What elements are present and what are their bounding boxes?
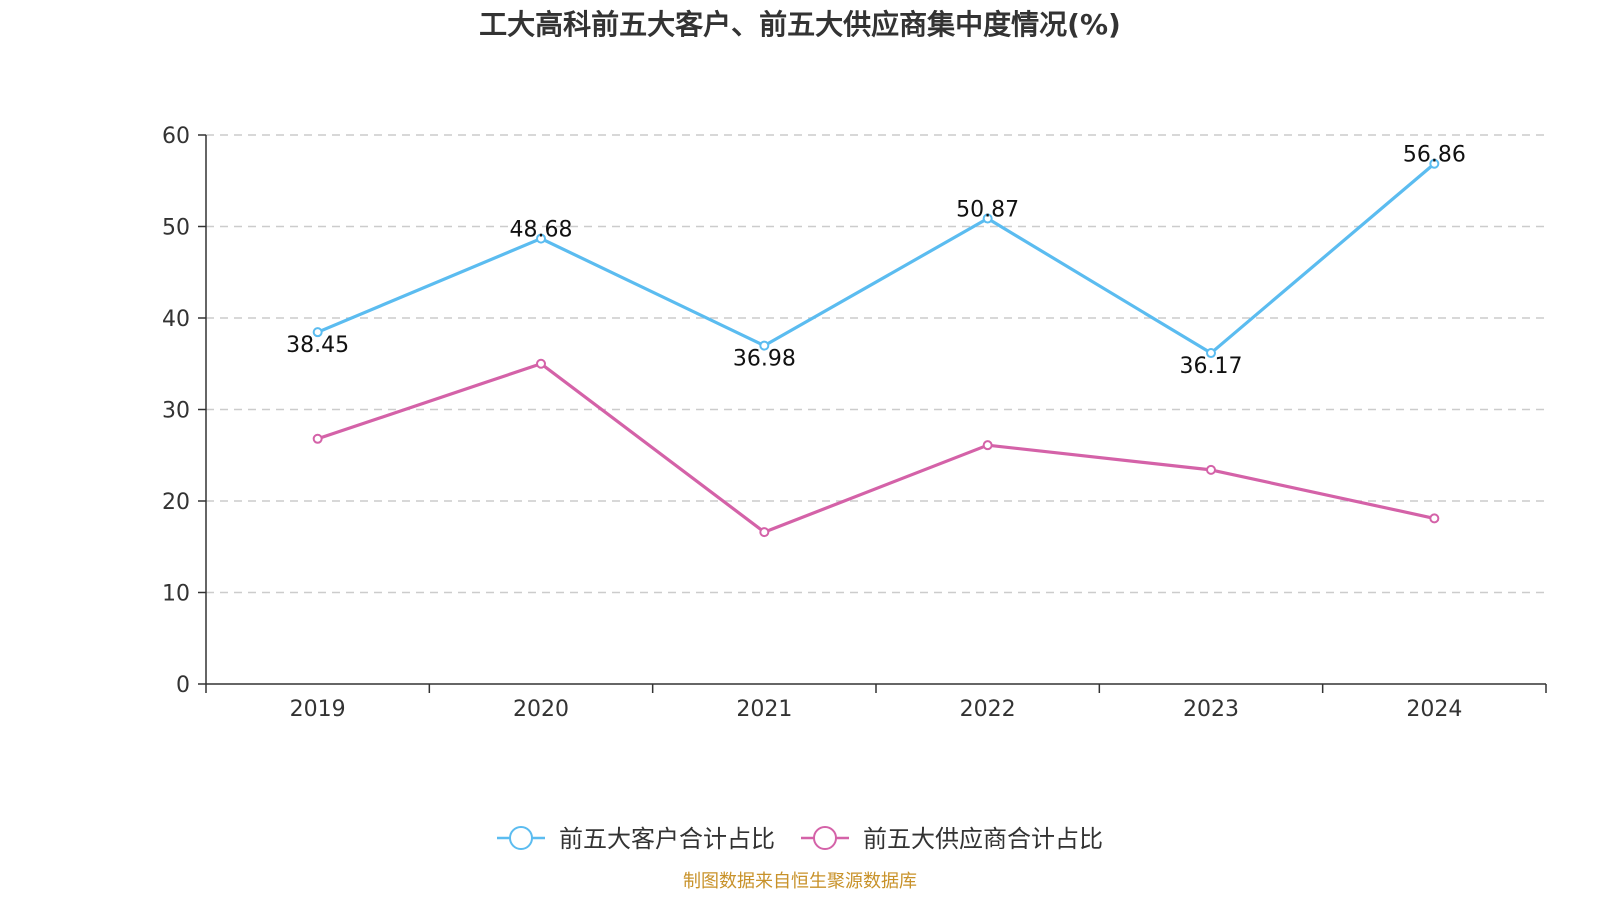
grid-lines (206, 134, 1546, 594)
series-1: 38.45 48.68 36.98 50.87 36.17 56.86 (286, 143, 1466, 379)
data-point (312, 433, 323, 444)
series-2 (312, 358, 1440, 538)
x-tick-label: 2022 (960, 697, 1016, 722)
data-point (759, 340, 770, 351)
x-tick-label: 2019 (290, 697, 346, 722)
legend-marker (509, 826, 533, 850)
series-line (317, 162, 1436, 355)
x-tick-label: 2024 (1406, 697, 1462, 722)
data-point (536, 358, 546, 369)
axes: 0 10 20 30 40 50 60 2019 2020 2021 2022 2023 2024 (162, 124, 1547, 722)
legend[interactable]: 前五大客户合计占比 前五大供应商合计占比 (497, 825, 1103, 853)
data-point (1429, 513, 1440, 524)
legend-label: 前五大供应商合计占比 (863, 825, 1103, 853)
y-tick-label: 20 (162, 490, 190, 515)
series-layer: 38.45 48.68 36.98 50.87 36.17 56.86 (286, 143, 1466, 538)
data-label: 50.87 (956, 198, 1019, 223)
legend-item-1[interactable]: 前五大客户合计占比 (497, 825, 775, 853)
data-point (536, 233, 546, 244)
data-point (1429, 158, 1440, 169)
data-point (759, 527, 770, 538)
data-point (1206, 348, 1216, 359)
data-point (312, 327, 323, 338)
data-label: 56.86 (1403, 143, 1466, 168)
data-label: 36.98 (733, 347, 796, 372)
data-point (982, 440, 993, 451)
legend-marker (813, 826, 837, 850)
x-tick-label: 2023 (1183, 697, 1239, 722)
data-point (1206, 464, 1216, 475)
y-tick-label: 10 (162, 582, 190, 607)
chart-title: 工大高科前五大客户、前五大供应商集中度情况(%) (479, 8, 1121, 41)
y-tick-label: 30 (162, 399, 190, 424)
data-label: 38.45 (286, 333, 349, 358)
y-tick-label: 60 (162, 124, 190, 149)
y-tick-label: 50 (162, 216, 190, 241)
x-tick-label: 2021 (736, 697, 792, 722)
legend-label: 前五大客户合计占比 (559, 825, 775, 853)
data-point (982, 213, 993, 224)
series-line (317, 362, 1435, 534)
y-tick-label: 0 (176, 673, 190, 698)
data-label: 48.68 (510, 218, 573, 243)
y-tick-label: 40 (162, 307, 190, 332)
x-tick-label: 2020 (513, 697, 569, 722)
data-label: 36.17 (1180, 354, 1243, 379)
source-note: 制图数据来自恒生聚源数据库 (683, 871, 917, 892)
legend-item-2[interactable]: 前五大供应商合计占比 (801, 825, 1103, 853)
